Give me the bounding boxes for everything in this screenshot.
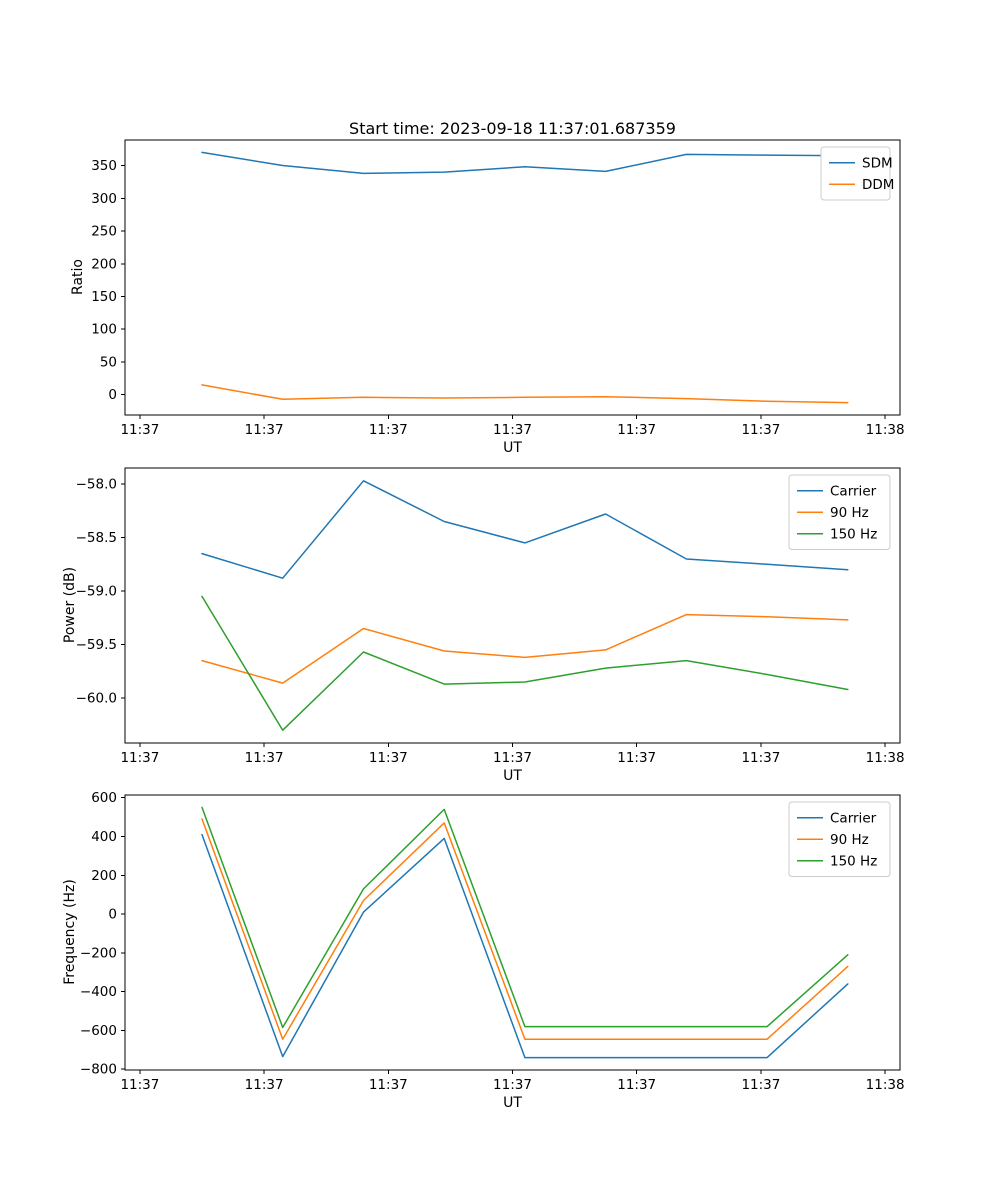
axes-box	[124, 467, 901, 744]
x-tick-label: 11:37	[617, 750, 656, 766]
y-tick-label: −600	[80, 1023, 117, 1039]
xlabel-ut-1: UT	[503, 440, 522, 456]
y-tick-label: −200	[80, 945, 117, 961]
x-tick-label: 11:37	[369, 1077, 408, 1093]
legend: SDM DDM	[820, 146, 894, 201]
x-tick-label: 11:37	[741, 1077, 780, 1093]
y-tick-label: −58.0	[76, 477, 117, 493]
y-tick-label: −59.5	[76, 637, 117, 653]
series-line-carrier	[201, 833, 849, 1059]
y-tick-label: 600	[91, 790, 117, 806]
ylabel-power: Power (dB)	[62, 566, 78, 644]
y-tick-label: 50	[100, 354, 117, 370]
xlabel-ut-3: UT	[503, 1095, 522, 1111]
y-tick-label: 300	[91, 191, 117, 207]
legend-label: 90 Hz	[830, 832, 869, 848]
series-line-150-hz	[201, 806, 849, 1029]
legend-label: 90 Hz	[830, 505, 869, 521]
y-tick-label: 0	[108, 387, 117, 403]
y-tick-label: 200	[91, 868, 117, 884]
x-tick-label: 11:37	[741, 750, 780, 766]
legend-box	[788, 801, 891, 877]
ylabel-ratio: Ratio	[70, 259, 86, 295]
x-tick-label: 11:37	[493, 750, 532, 766]
y-tick-label: −400	[80, 984, 117, 1000]
y-tick-label: −800	[80, 1062, 117, 1078]
y-tick-label: 350	[91, 158, 117, 174]
x-tick-label: 11:37	[120, 1077, 159, 1093]
axes-box	[124, 794, 901, 1071]
series-line-150-hz	[201, 595, 849, 731]
x-tick-label: 11:38	[866, 1077, 905, 1093]
legend-label: SDM	[862, 155, 893, 171]
y-tick-label: 400	[91, 829, 117, 845]
y-tick-label: 150	[91, 289, 117, 305]
x-tick-label: 11:37	[245, 750, 284, 766]
x-tick-label: 11:37	[493, 1077, 532, 1093]
x-tick-label: 11:37	[120, 422, 159, 438]
x-tick-label: 11:37	[245, 1077, 284, 1093]
legend: Carrier 90 Hz 150 Hz	[788, 474, 891, 550]
series-line-ddm	[201, 384, 849, 404]
y-tick-label: −59.0	[76, 584, 117, 600]
subplot-1: 11:37 11:37 11:37 11:37 11:37 11:37 11:38 −58.0…	[76, 467, 905, 766]
axes-box	[124, 139, 901, 416]
legend-box	[820, 146, 891, 201]
legend-label: 150 Hz	[830, 853, 877, 869]
y-tick-label: 100	[91, 322, 117, 338]
legend-label: Carrier	[830, 483, 877, 499]
x-tick-label: 11:38	[866, 750, 905, 766]
x-tick-label: 11:37	[369, 750, 408, 766]
ylabel-frequency: Frequency (Hz)	[62, 879, 78, 985]
x-tick-label: 11:37	[369, 422, 408, 438]
legend-label: 150 Hz	[830, 526, 877, 542]
series-line-90-hz	[201, 818, 849, 1040]
series-line-carrier	[201, 480, 849, 579]
series-line-sdm	[201, 151, 849, 175]
legend: Carrier 90 Hz 150 Hz	[788, 801, 891, 877]
x-tick-label: 11:37	[245, 422, 284, 438]
x-tick-label: 11:37	[741, 422, 780, 438]
subplot-2: 11:37 11:37 11:37 11:37 11:37 11:37 11:38 −800 −…	[80, 790, 905, 1093]
x-tick-label: 11:37	[120, 750, 159, 766]
y-tick-label: 200	[91, 256, 117, 272]
legend-label: Carrier	[830, 810, 877, 826]
figure-title: Start time: 2023-09-18 11:37:01.687359	[349, 119, 676, 138]
y-tick-label: 250	[91, 224, 117, 240]
subplot-0: 11:37 11:37 11:37 11:37 11:37 11:37 11:38 0 50 10…	[91, 139, 905, 438]
x-tick-label: 11:37	[493, 422, 532, 438]
x-tick-label: 11:37	[617, 422, 656, 438]
series-line-90-hz	[201, 613, 849, 684]
x-tick-label: 11:37	[617, 1077, 656, 1093]
legend-box	[788, 474, 891, 550]
y-tick-label: 0	[108, 907, 117, 923]
y-tick-label: −60.0	[76, 691, 117, 707]
legend-label: DDM	[862, 177, 894, 193]
y-tick-label: −58.5	[76, 530, 117, 546]
xlabel-ut-2: UT	[503, 768, 522, 784]
x-tick-label: 11:38	[866, 422, 905, 438]
